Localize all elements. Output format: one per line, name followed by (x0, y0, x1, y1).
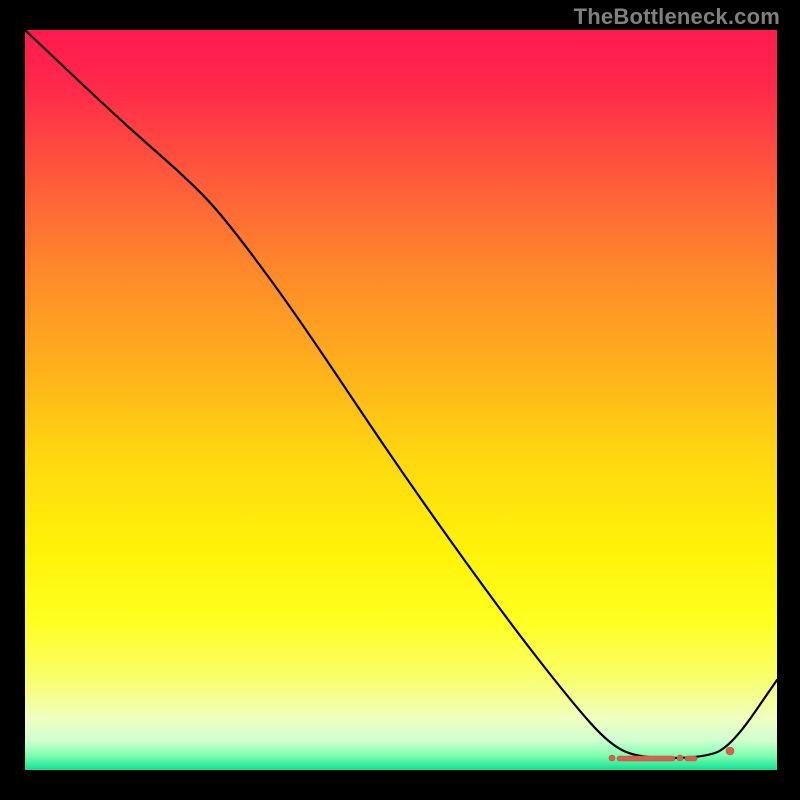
plot-background (25, 30, 777, 770)
chart-container: { "watermark": "TheBottleneck.com", "cha… (0, 0, 800, 800)
watermark-text: TheBottleneck.com (574, 4, 780, 30)
bottleneck-chart (0, 0, 800, 800)
